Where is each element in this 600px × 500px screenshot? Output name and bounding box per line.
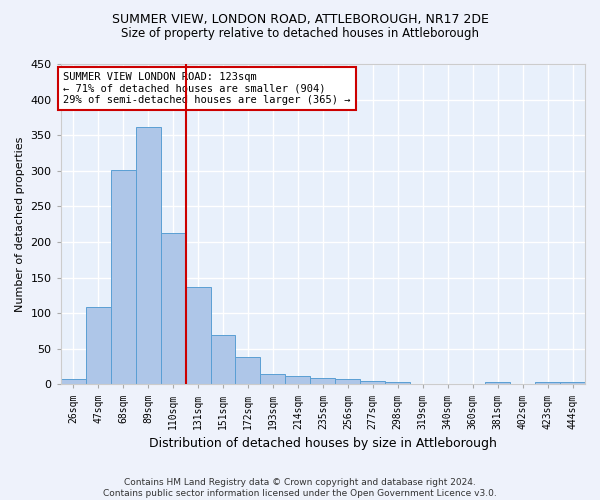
Bar: [61, 378, 86, 384]
Bar: [385, 382, 410, 384]
Bar: [310, 378, 335, 384]
Bar: [535, 382, 560, 384]
Bar: [86, 308, 110, 384]
Bar: [361, 381, 385, 384]
Bar: [335, 380, 361, 384]
Bar: [211, 334, 235, 384]
Bar: [560, 382, 585, 384]
Text: Size of property relative to detached houses in Attleborough: Size of property relative to detached ho…: [121, 28, 479, 40]
Text: Contains HM Land Registry data © Crown copyright and database right 2024.
Contai: Contains HM Land Registry data © Crown c…: [103, 478, 497, 498]
Bar: [260, 374, 286, 384]
Y-axis label: Number of detached properties: Number of detached properties: [15, 136, 25, 312]
X-axis label: Distribution of detached houses by size in Attleborough: Distribution of detached houses by size …: [149, 437, 497, 450]
Bar: [286, 376, 310, 384]
Bar: [185, 287, 211, 384]
Bar: [110, 170, 136, 384]
Bar: [136, 126, 161, 384]
Bar: [485, 382, 510, 384]
Bar: [161, 234, 185, 384]
Text: SUMMER VIEW LONDON ROAD: 123sqm
← 71% of detached houses are smaller (904)
29% o: SUMMER VIEW LONDON ROAD: 123sqm ← 71% of…: [64, 72, 351, 105]
Bar: [235, 356, 260, 384]
Text: SUMMER VIEW, LONDON ROAD, ATTLEBOROUGH, NR17 2DE: SUMMER VIEW, LONDON ROAD, ATTLEBOROUGH, …: [112, 12, 488, 26]
